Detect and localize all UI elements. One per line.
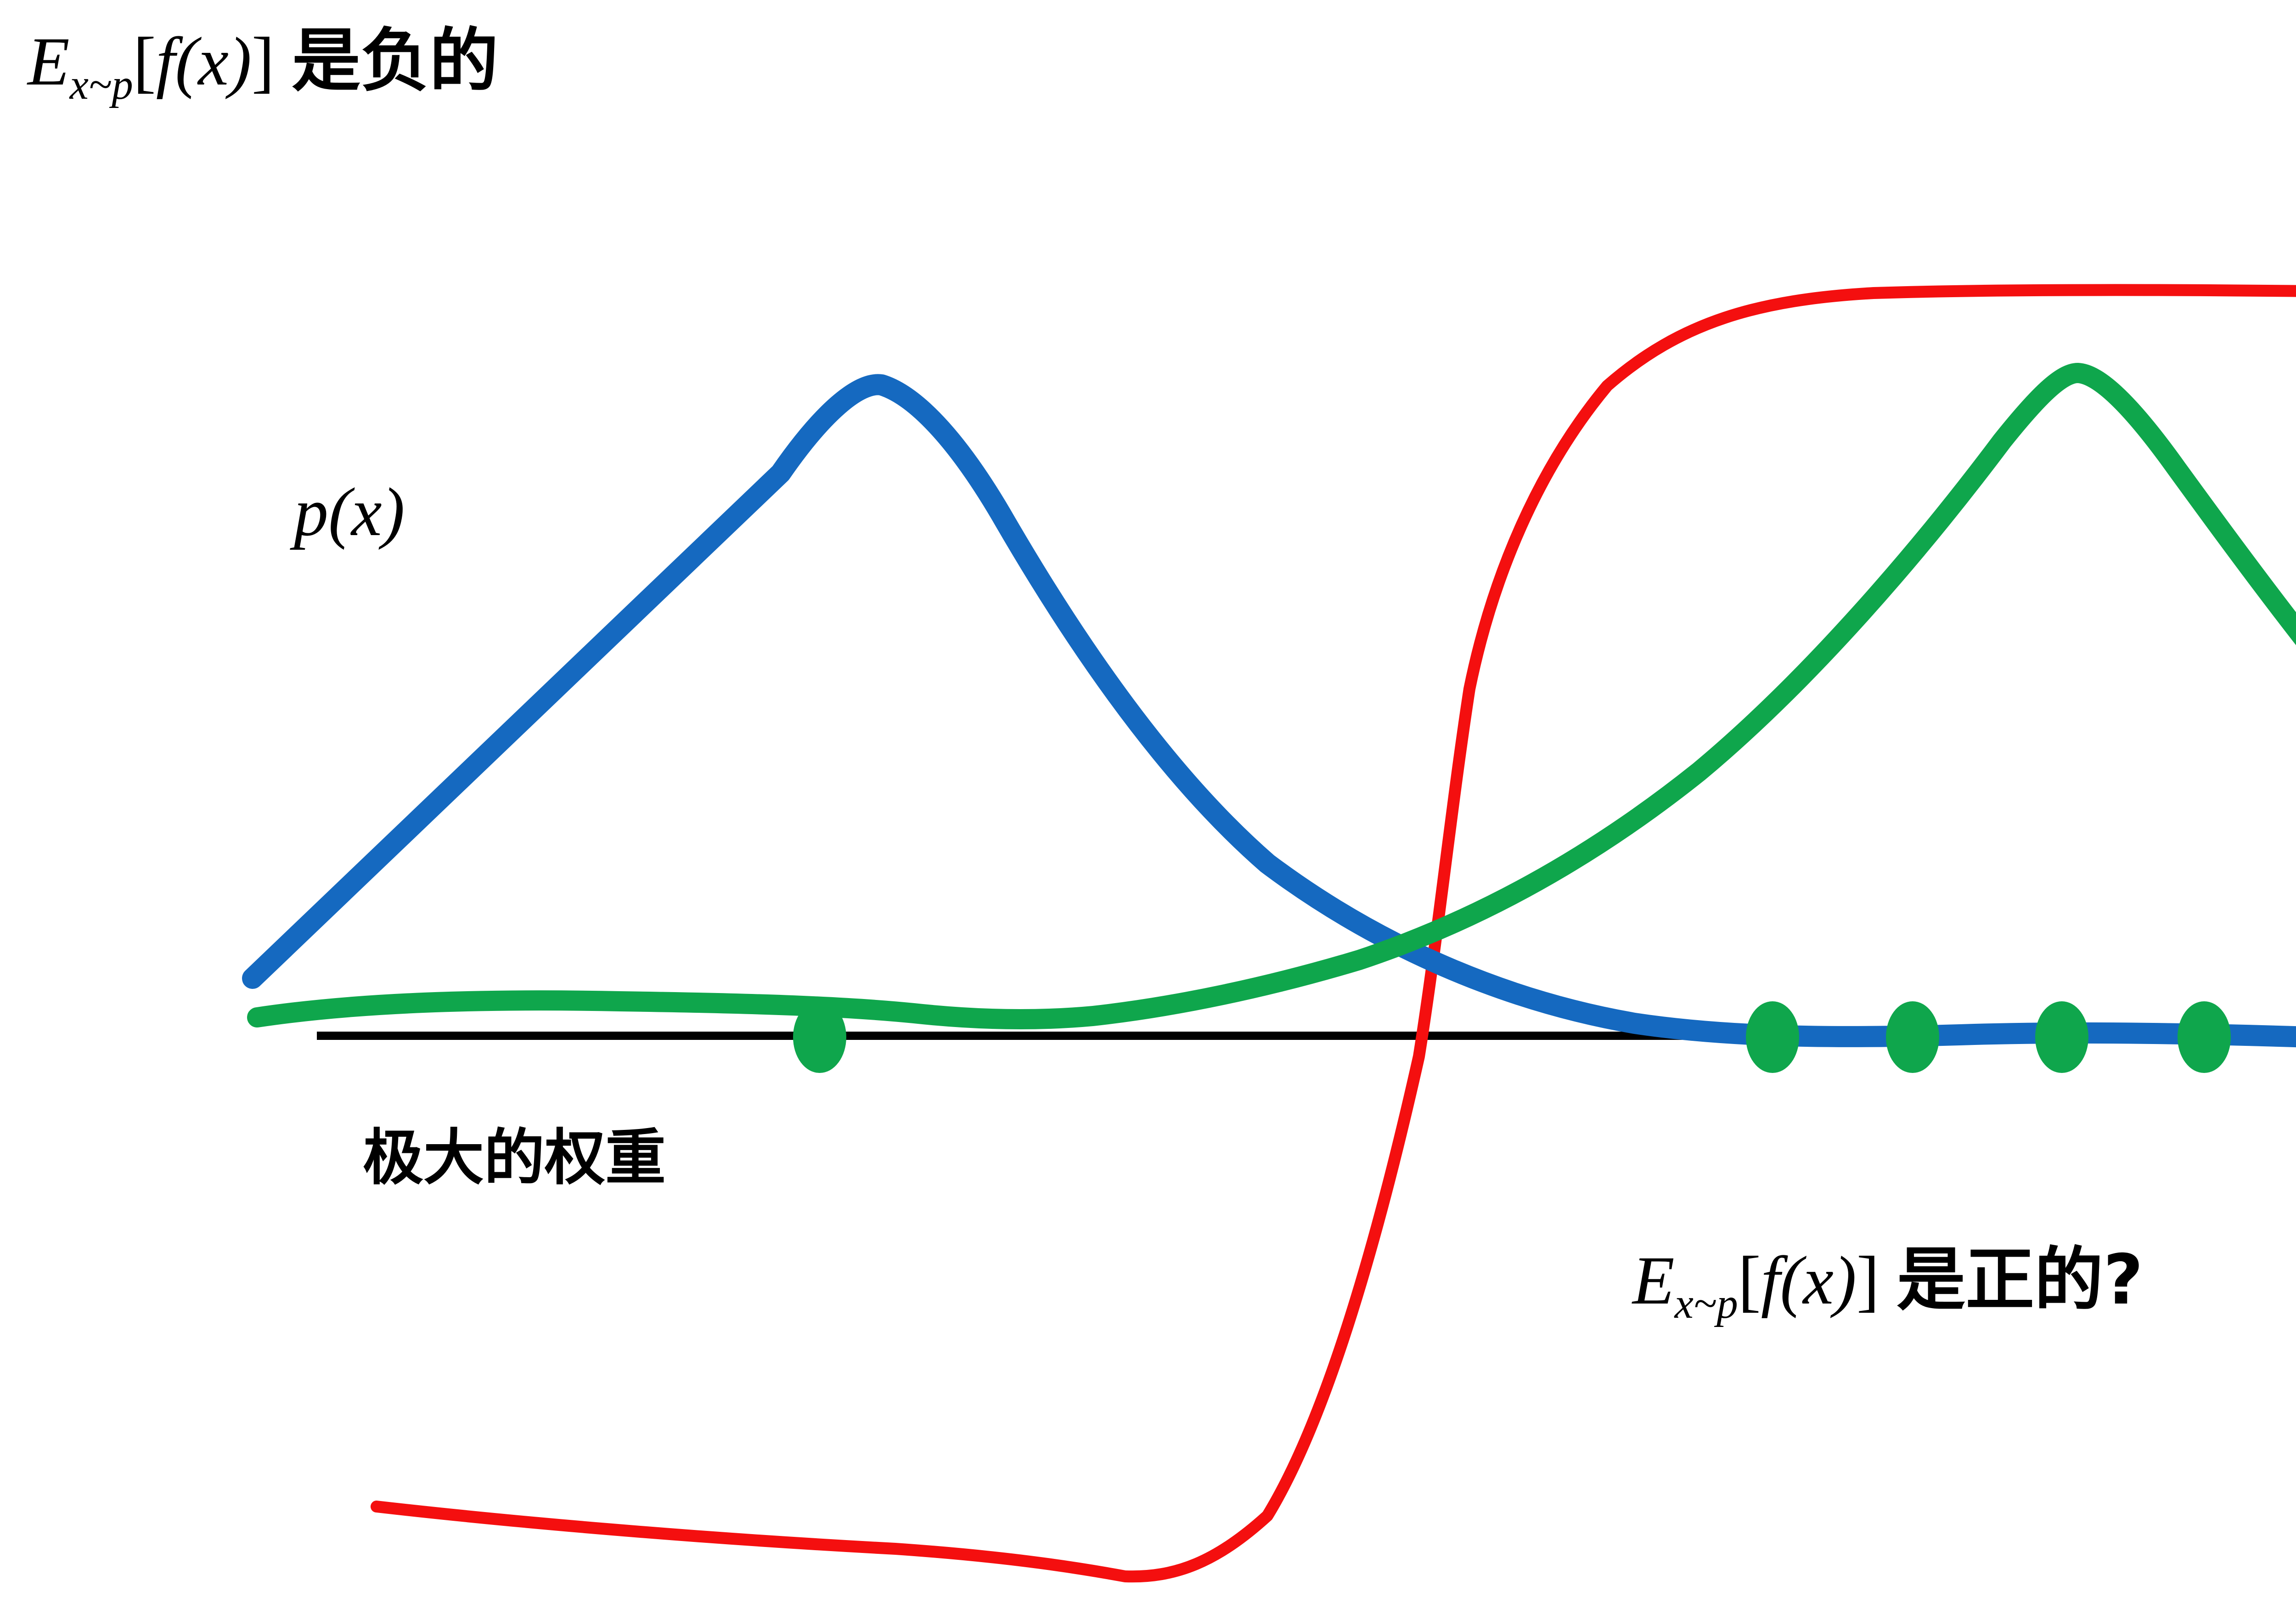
curve-q-x [247, 363, 2296, 1030]
bracket-open: [ [133, 23, 156, 100]
sample-dot [2035, 1001, 2088, 1073]
bracket-close: ] [1856, 1242, 1880, 1319]
sample-dot [2178, 1001, 2231, 1073]
function-f-of-x: f(x) [1761, 1242, 1857, 1319]
curve-p-x [242, 374, 2296, 1048]
expectation-subscript: x~p [1674, 1280, 1738, 1327]
expectation-subscript: x~p [69, 61, 133, 108]
sample-dot [1886, 1001, 1939, 1073]
sample-dot [1746, 1001, 1799, 1073]
curve-label-p: p(x) [294, 474, 405, 550]
annotation-large-weight: 极大的权重 [363, 1123, 666, 1193]
annotation-text-positive-question: 是正的? [1896, 1240, 2144, 1320]
curve-f-x [371, 284, 2296, 1583]
bracket-close: ] [251, 23, 275, 100]
sample-dot [793, 1001, 846, 1073]
annotation-text-negative: 是负的 [292, 21, 499, 101]
expectation-symbol: E [1632, 1242, 1675, 1319]
function-f-of-x: f(x) [156, 23, 252, 100]
annotation-expectation-positive: Ex~p[f(x)] 是正的? [1632, 1246, 2143, 1325]
annotation-expectation-negative: Ex~p[f(x)] 是负的 [28, 27, 498, 106]
expectation-symbol: E [28, 23, 70, 100]
sample-dot-group [793, 1001, 2231, 1073]
bracket-open: [ [1738, 1242, 1761, 1319]
